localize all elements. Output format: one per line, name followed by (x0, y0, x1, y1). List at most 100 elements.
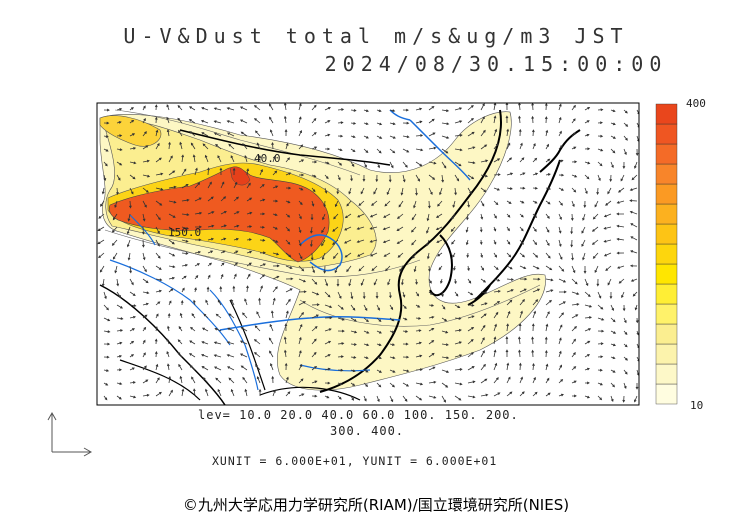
wind-arrow (426, 252, 430, 260)
wind-arrow (519, 142, 523, 150)
wind-arrow (384, 200, 391, 207)
wind-arrow (610, 330, 617, 334)
wind-arrow (622, 304, 626, 312)
wind-arrow (558, 350, 562, 358)
wind-arrow (168, 155, 173, 163)
wind-arrow (435, 213, 443, 218)
wind-arrow (285, 310, 289, 319)
wind-arrow (571, 200, 575, 208)
wind-arrow (571, 118, 576, 124)
wind-arrow (376, 122, 383, 126)
wind-arrow (337, 368, 344, 372)
wind-arrow (201, 327, 209, 332)
wind-arrow (415, 341, 422, 345)
wind-arrow (298, 350, 302, 358)
colorbar-swatch (655, 103, 678, 125)
wind-arrow (103, 161, 108, 167)
wind-arrow (493, 392, 501, 397)
wind-arrow (389, 161, 394, 169)
wind-arrow (129, 278, 134, 286)
wind-arrow (479, 239, 483, 245)
wind-arrow (389, 369, 396, 373)
wind-arrow (168, 300, 172, 306)
wind-arrow (426, 226, 430, 234)
wind-arrow (142, 252, 146, 261)
wind-arrow (532, 362, 535, 371)
wind-arrow (402, 121, 410, 125)
wind-arrow (376, 343, 382, 347)
wind-arrow (558, 213, 562, 221)
wind-arrow (629, 199, 638, 203)
wind-arrow (558, 364, 562, 371)
wind-arrow (155, 265, 162, 270)
wind-arrow (298, 336, 302, 345)
wind-arrow (558, 265, 565, 272)
wind-arrow (544, 349, 548, 358)
wind-arrow (415, 395, 423, 401)
wind-arrow (466, 252, 470, 258)
wind-arrow (97, 239, 105, 245)
wind-arrow (402, 148, 410, 153)
wind-arrow (584, 291, 591, 297)
wind-arrow (337, 304, 344, 310)
wind-arrow (217, 299, 222, 306)
wind-arrow (616, 200, 625, 204)
wind-arrow (324, 174, 329, 180)
wind-arrow (272, 199, 279, 203)
wind-arrow (363, 135, 369, 139)
wind-arrow (246, 182, 251, 189)
wind-arrow (609, 174, 613, 182)
wind-arrow (177, 117, 183, 124)
wind-arrow (233, 196, 239, 202)
wind-arrow (285, 265, 293, 269)
wind-arrow (610, 382, 615, 388)
wind-arrow (285, 376, 289, 384)
wind-arrow (622, 161, 626, 169)
wind-arrow (506, 157, 513, 163)
wind-arrow (126, 226, 131, 235)
wind-arrow (310, 239, 313, 248)
wind-arrow (531, 336, 534, 345)
wind-arrow (363, 304, 368, 312)
wind-arrow (428, 161, 437, 165)
wind-arrow (246, 273, 251, 280)
wind-arrow (350, 174, 353, 182)
wind-arrow (506, 200, 512, 204)
wind-arrow (597, 174, 601, 182)
wind-arrow (311, 338, 317, 345)
wind-arrow (411, 226, 417, 233)
wind-arrow (204, 388, 209, 397)
wind-arrow (402, 161, 408, 168)
wind-arrow (272, 252, 280, 256)
wind-arrow (610, 109, 616, 113)
wind-arrow (376, 304, 380, 311)
wind-arrow (215, 377, 222, 384)
wind-arrow (116, 291, 122, 299)
wind-arrow (337, 148, 343, 152)
wind-arrow (493, 143, 499, 150)
wind-arrow (467, 174, 475, 180)
wind-arrow (166, 129, 170, 137)
wind-arrow (493, 362, 498, 371)
wind-arrow (571, 291, 580, 295)
wind-arrow (129, 304, 137, 308)
wind-arrow (112, 213, 118, 221)
wind-arrow (373, 278, 378, 286)
wind-arrow (437, 200, 443, 207)
wind-arrow (116, 368, 122, 372)
wind-arrow (155, 289, 162, 293)
wind-arrow (324, 161, 330, 165)
wind-arrow (155, 200, 163, 206)
wind-arrow (233, 237, 239, 241)
wind-arrow (258, 388, 262, 397)
wind-arrow (389, 330, 395, 334)
wind-arrow (285, 252, 292, 258)
wind-arrow (493, 187, 501, 191)
wind-arrow (597, 368, 603, 372)
wind-arrow (428, 366, 436, 371)
wind-arrow (438, 265, 443, 271)
wind-arrow (129, 146, 137, 150)
wind-arrow (129, 395, 137, 399)
wind-arrow (415, 304, 421, 308)
wind-arrow (428, 174, 436, 180)
